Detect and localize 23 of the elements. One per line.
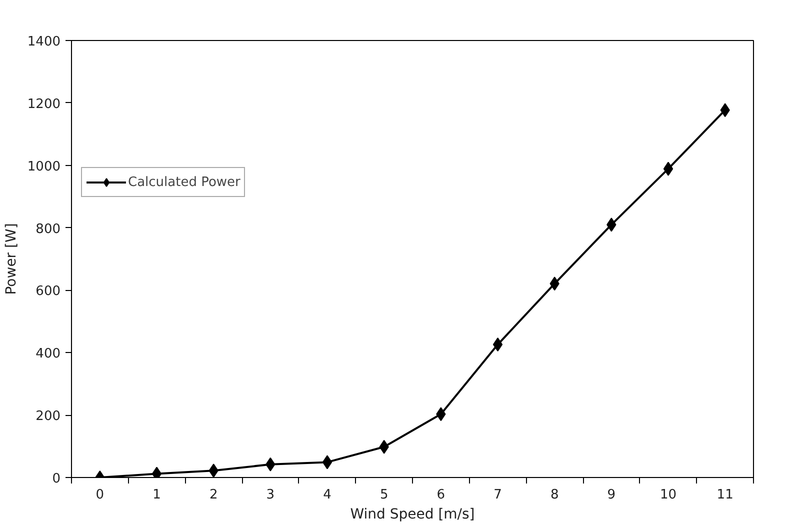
- x-tick-label: 9: [607, 488, 616, 502]
- x-axis-title: Wind Speed [m/s]: [350, 506, 475, 522]
- legend-label: Calculated Power: [128, 174, 240, 190]
- y-tick-label: 1000: [27, 159, 61, 174]
- y-tick-label: 200: [36, 409, 61, 424]
- x-tick-label: 11: [716, 488, 734, 502]
- x-tick-label: 6: [436, 488, 446, 502]
- x-tick-label: 0: [96, 488, 104, 502]
- y-tick-label: 1200: [27, 96, 61, 112]
- x-tick-label: 1: [152, 488, 161, 502]
- x-tick-label: 5: [380, 488, 388, 502]
- x-tick-label: 10: [660, 488, 677, 502]
- x-tick-label: 8: [550, 488, 559, 502]
- y-tick-label: 0: [52, 472, 61, 486]
- y-tick-label: 800: [36, 222, 61, 237]
- y-tick-label: 1400: [27, 34, 61, 50]
- y-tick-label: 600: [36, 284, 61, 300]
- x-tick-label: 4: [323, 488, 332, 502]
- x-tick-label: 3: [266, 488, 275, 502]
- y-axis-title: Power [W]: [3, 223, 20, 295]
- x-tick-label: 2: [209, 488, 218, 502]
- x-tick-label: 7: [494, 488, 502, 502]
- y-tick-label: 400: [36, 346, 61, 362]
